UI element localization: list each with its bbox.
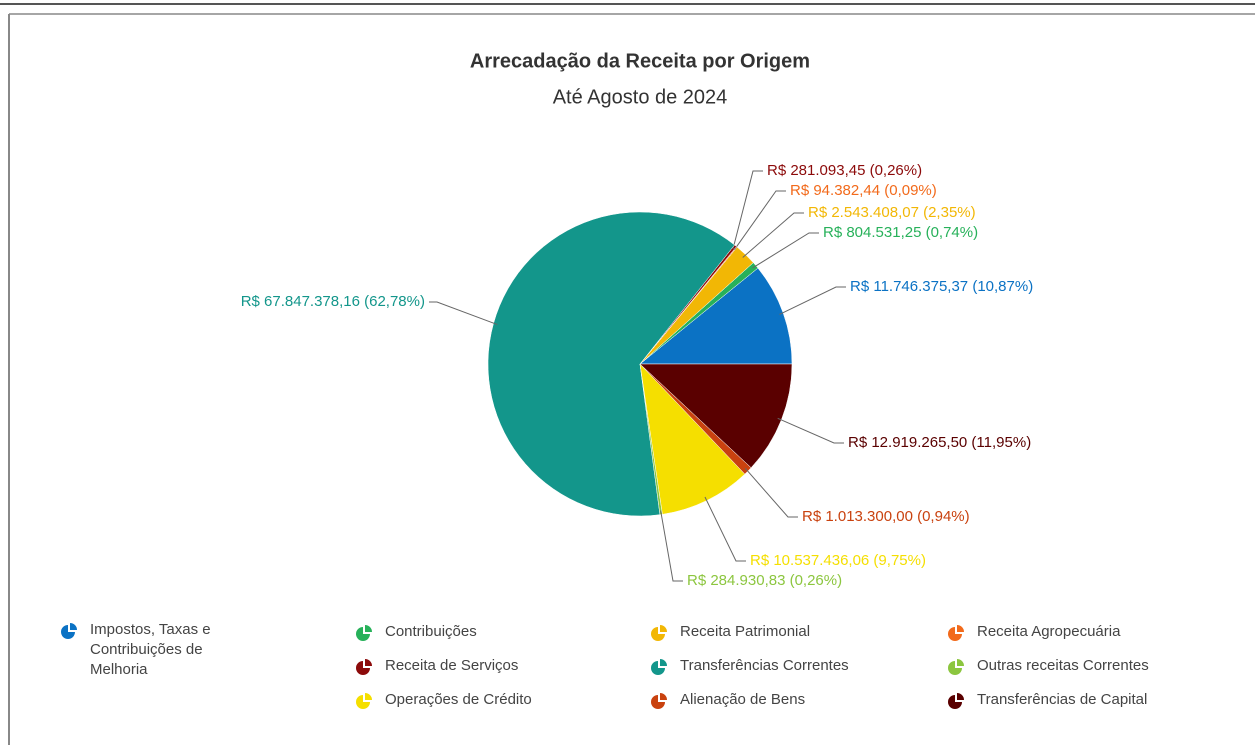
legend-icon-shape — [356, 693, 372, 709]
legend-label: Contribuições — [385, 623, 477, 640]
data-label: R$ 284.930,83 (0,26%) — [687, 572, 842, 589]
legend-label: Receita Agropecuária — [977, 623, 1121, 640]
legend-icon-shape — [651, 625, 667, 641]
data-label: R$ 94.382,44 (0,09%) — [790, 182, 937, 199]
legend-item[interactable]: Operações de Crédito — [355, 690, 532, 710]
legend-icon-shape — [356, 659, 372, 675]
data-label: R$ 2.543.408,07 (2,35%) — [808, 204, 976, 221]
legend-item[interactable]: Alienação de Bens — [650, 690, 805, 710]
leader-line — [742, 212, 804, 258]
legend-icon-shape — [948, 625, 964, 641]
leader-line — [752, 232, 819, 269]
legend-item[interactable]: Transferências Correntes — [650, 656, 849, 676]
legend-label: Receita Patrimonial — [680, 623, 811, 640]
legend-label: Outras receitas Correntes — [977, 657, 1149, 674]
legend-item[interactable]: Transferências de Capital — [947, 690, 1147, 710]
legend-icon — [651, 659, 667, 675]
legend-icon-shape — [948, 693, 964, 709]
leader-line — [660, 510, 683, 582]
leader-line — [704, 496, 746, 562]
legend-icon-shape — [651, 659, 667, 675]
legend-label: Transferências de Capital — [977, 691, 1148, 708]
leader-line — [779, 286, 846, 315]
data-label: R$ 804.531,25 (0,74%) — [823, 224, 978, 241]
data-label: R$ 10.537.436,06 (9,75%) — [750, 552, 926, 569]
legend-label: Impostos, Taxas e Contribuições de Melho… — [90, 621, 211, 678]
leader-line — [744, 467, 798, 518]
leader-line — [733, 190, 786, 251]
legend-icon-shape — [651, 693, 667, 709]
chart-title: Arrecadação da Receita por Origem — [470, 50, 810, 72]
legend-icon — [651, 693, 667, 709]
legend-icon — [356, 625, 372, 641]
legend-icon-shape — [356, 625, 372, 641]
data-label: R$ 12.919.265,50 (11,95%) — [848, 434, 1031, 451]
legend-icon — [948, 625, 964, 641]
data-label: R$ 1.013.300,00 (0,94%) — [802, 508, 970, 525]
legend-item[interactable]: Receita Patrimonial — [650, 622, 810, 642]
legend-icon — [61, 623, 77, 639]
legend-icon-shape — [61, 623, 77, 639]
legend-icon-shape — [948, 659, 964, 675]
legend-item[interactable]: Receita de Serviços — [355, 656, 518, 676]
legend-label: Receita de Serviços — [385, 657, 519, 674]
leader-line — [429, 301, 498, 326]
leader-line — [732, 170, 763, 250]
legend-icon — [356, 659, 372, 675]
data-label: R$ 281.093,45 (0,26%) — [767, 162, 922, 179]
legend-label: Operações de Crédito — [385, 691, 532, 708]
legend-icon — [651, 625, 667, 641]
legend-item[interactable]: Contribuições — [355, 622, 477, 642]
legend-label: Alienação de Bens — [680, 691, 806, 708]
data-label: R$ 67.847.378,16 (62,78%) — [241, 293, 425, 310]
legend-item[interactable]: Receita Agropecuária — [947, 622, 1120, 642]
legend-label: Transferências Correntes — [680, 657, 849, 674]
legend-item[interactable]: Outras receitas Correntes — [947, 656, 1149, 676]
leader-line — [777, 417, 844, 444]
legend-icon — [356, 693, 372, 709]
chart-subtitle: Até Agosto de 2024 — [553, 86, 728, 108]
legend-item[interactable]: Impostos, Taxas e Contribuições de Melho… — [60, 620, 260, 680]
legend-icon — [948, 693, 964, 709]
legend-icon — [948, 659, 964, 675]
data-label: R$ 11.746.375,37 (10,87%) — [850, 278, 1033, 295]
